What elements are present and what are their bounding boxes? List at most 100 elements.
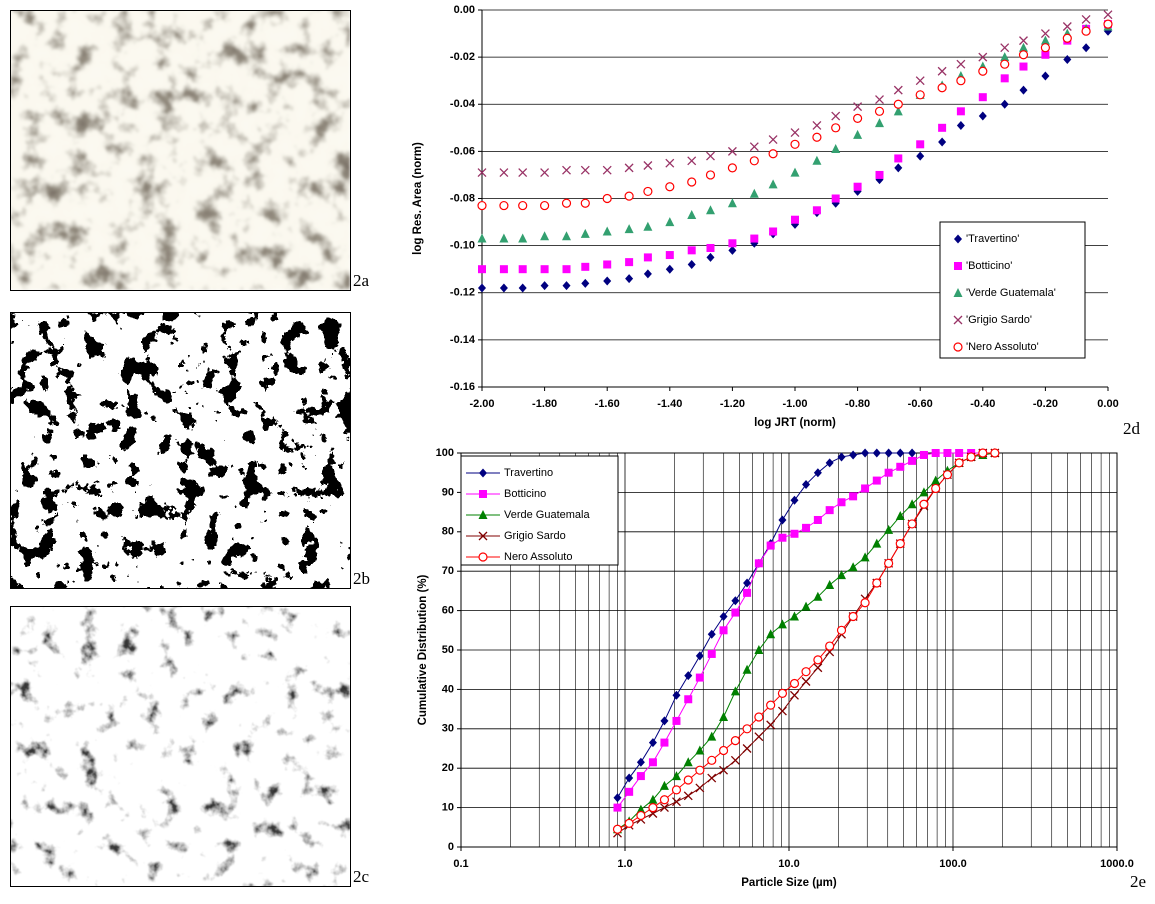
- y-tick-label: 100: [436, 447, 454, 459]
- legend-label: 'Nero Assoluto': [966, 341, 1039, 353]
- legend-label: Verde Guatemala: [504, 509, 590, 521]
- y-axis-title: log Res. Area (norm): [412, 142, 424, 255]
- marker: [563, 265, 571, 273]
- marker: [791, 216, 799, 224]
- marker: [613, 804, 621, 812]
- marker: [500, 265, 508, 273]
- marker: [832, 124, 840, 132]
- x-tick-label: -1.80: [532, 398, 557, 410]
- marker: [613, 825, 621, 833]
- marker: [861, 599, 869, 607]
- panel-label: 2e: [1130, 872, 1146, 891]
- x-tick-label: 0.00: [1097, 398, 1118, 410]
- x-tick-label: -1.00: [782, 398, 807, 410]
- marker: [920, 451, 928, 459]
- legend-label: Grigio Sardo: [504, 530, 566, 542]
- chart: -0.16-0.14-0.12-0.10-0.08-0.06-0.04-0.02…: [412, 4, 1140, 438]
- marker: [541, 265, 549, 273]
- page: 2a 2b 2c -0.16-0.14-0.12-0.10-0.08-0.06-…: [0, 0, 1155, 899]
- marker: [1104, 20, 1112, 28]
- marker: [666, 251, 674, 259]
- marker: [743, 589, 751, 597]
- marker: [767, 542, 775, 550]
- y-tick-label: 0.00: [454, 4, 475, 16]
- y-axis-title: Cumulative Distribution (%): [417, 574, 429, 725]
- x-tick-label: 0.1: [453, 858, 468, 870]
- marker: [696, 674, 704, 682]
- y-tick-label: 50: [442, 644, 454, 656]
- y-tick-label: 10: [442, 802, 454, 814]
- marker: [873, 477, 881, 485]
- marker: [743, 725, 751, 733]
- x-tick-label: 1.0: [617, 858, 632, 870]
- marker: [1082, 27, 1090, 35]
- marker: [802, 668, 810, 676]
- marker: [660, 739, 668, 747]
- y-tick-label: -0.12: [450, 287, 475, 299]
- chart: 01020304050607080901000.11.010.0100.0100…: [417, 447, 1146, 891]
- marker: [908, 457, 916, 465]
- marker: [1019, 63, 1027, 71]
- y-tick-label: 0: [448, 841, 454, 853]
- marker: [1041, 44, 1049, 52]
- marker: [778, 534, 786, 542]
- x-axis-title: Particle Size (µm): [741, 877, 837, 889]
- marker: [957, 77, 965, 85]
- marker: [979, 67, 987, 75]
- marker: [478, 265, 486, 273]
- marker: [849, 492, 857, 500]
- marker: [750, 157, 758, 165]
- marker: [896, 540, 904, 548]
- marker: [790, 679, 798, 687]
- legend-label: 'Botticino': [966, 260, 1012, 272]
- marker: [885, 469, 893, 477]
- marker: [849, 613, 857, 621]
- marker: [1019, 51, 1027, 59]
- legend-label: 'Grigio Sardo': [966, 314, 1032, 326]
- y-tick-label: 70: [442, 565, 454, 577]
- y-tick-label: -0.16: [450, 381, 475, 393]
- marker: [696, 766, 704, 774]
- y-tick-label: -0.06: [450, 145, 475, 157]
- marker: [813, 133, 821, 141]
- marker: [920, 500, 928, 508]
- marker: [603, 195, 611, 203]
- marker: [932, 449, 940, 457]
- marker: [672, 786, 680, 794]
- marker: [625, 819, 633, 827]
- x-tick-label: 1000.0: [1100, 858, 1134, 870]
- marker: [916, 91, 924, 99]
- y-tick-label: -0.14: [450, 334, 476, 346]
- panel-label: 2c: [353, 867, 370, 886]
- y-tick-label: 80: [442, 526, 454, 538]
- marker: [755, 559, 763, 567]
- marker: [706, 244, 714, 252]
- marker: [644, 187, 652, 195]
- marker: [684, 695, 692, 703]
- marker: [728, 239, 736, 247]
- marker: [688, 178, 696, 186]
- y-tick-label: 20: [442, 762, 454, 774]
- y-tick-label: 30: [442, 723, 454, 735]
- marker: [478, 202, 486, 210]
- marker: [791, 140, 799, 148]
- marker: [938, 124, 946, 132]
- marker: [826, 506, 834, 514]
- marker: [519, 202, 527, 210]
- marker: [708, 650, 716, 658]
- x-tick-label: -0.60: [908, 398, 933, 410]
- marker: [769, 227, 777, 235]
- marker: [563, 199, 571, 207]
- marker: [479, 553, 487, 561]
- x-axis-title: log JRT (norm): [754, 417, 836, 429]
- marker: [637, 772, 645, 780]
- marker: [916, 140, 924, 148]
- marker: [854, 114, 862, 122]
- y-tick-label: -0.02: [450, 51, 475, 63]
- marker: [838, 626, 846, 634]
- marker: [814, 656, 822, 664]
- legend-label: 'Verde Guatemala': [966, 287, 1056, 299]
- marker: [625, 192, 633, 200]
- marker: [666, 183, 674, 191]
- marker: [957, 107, 965, 115]
